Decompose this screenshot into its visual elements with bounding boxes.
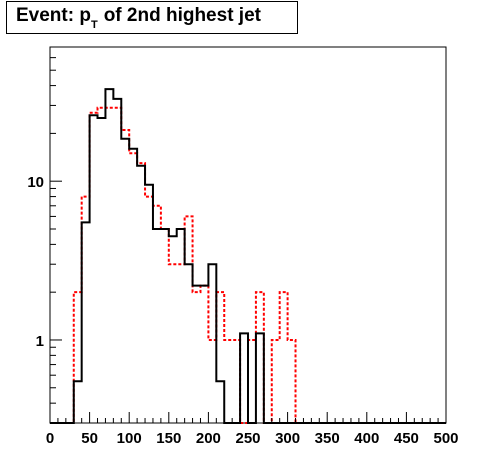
y-tick-label: 10 <box>27 174 44 191</box>
x-tick-label: 200 <box>196 430 221 447</box>
y-tick-label: 1 <box>36 333 44 350</box>
x-tick-label: 100 <box>117 430 142 447</box>
x-tick-label: 450 <box>394 430 419 447</box>
x-tick-label: 50 <box>81 430 98 447</box>
series-layer <box>50 88 446 424</box>
chart-title-subscript: T <box>90 19 98 31</box>
chart-title-box: Event: pT of 2nd highest jet <box>6 1 298 34</box>
x-tick-label: 300 <box>275 430 300 447</box>
chart-title-suffix: of 2nd highest jet <box>103 5 261 26</box>
axis-layer: 0 50 100 150 200 250 300 350 400 450 500 1 10 <box>27 46 459 447</box>
x-tick-label: 350 <box>315 430 340 447</box>
x-axis: 0 50 100 150 200 250 300 350 400 450 500 <box>46 412 459 447</box>
chart-title-prefix: Event: p <box>16 5 91 26</box>
x-tick-label: 500 <box>433 430 458 447</box>
x-tick-label: 400 <box>354 430 379 447</box>
chart-title: Event: pT of 2nd highest jet <box>16 5 261 31</box>
x-tick-label: 0 <box>46 430 54 447</box>
series-black-histogram <box>50 88 446 424</box>
x-tick-label: 150 <box>156 430 181 447</box>
y-axis: 1 10 <box>27 46 62 424</box>
x-tick-label: 250 <box>235 430 260 447</box>
